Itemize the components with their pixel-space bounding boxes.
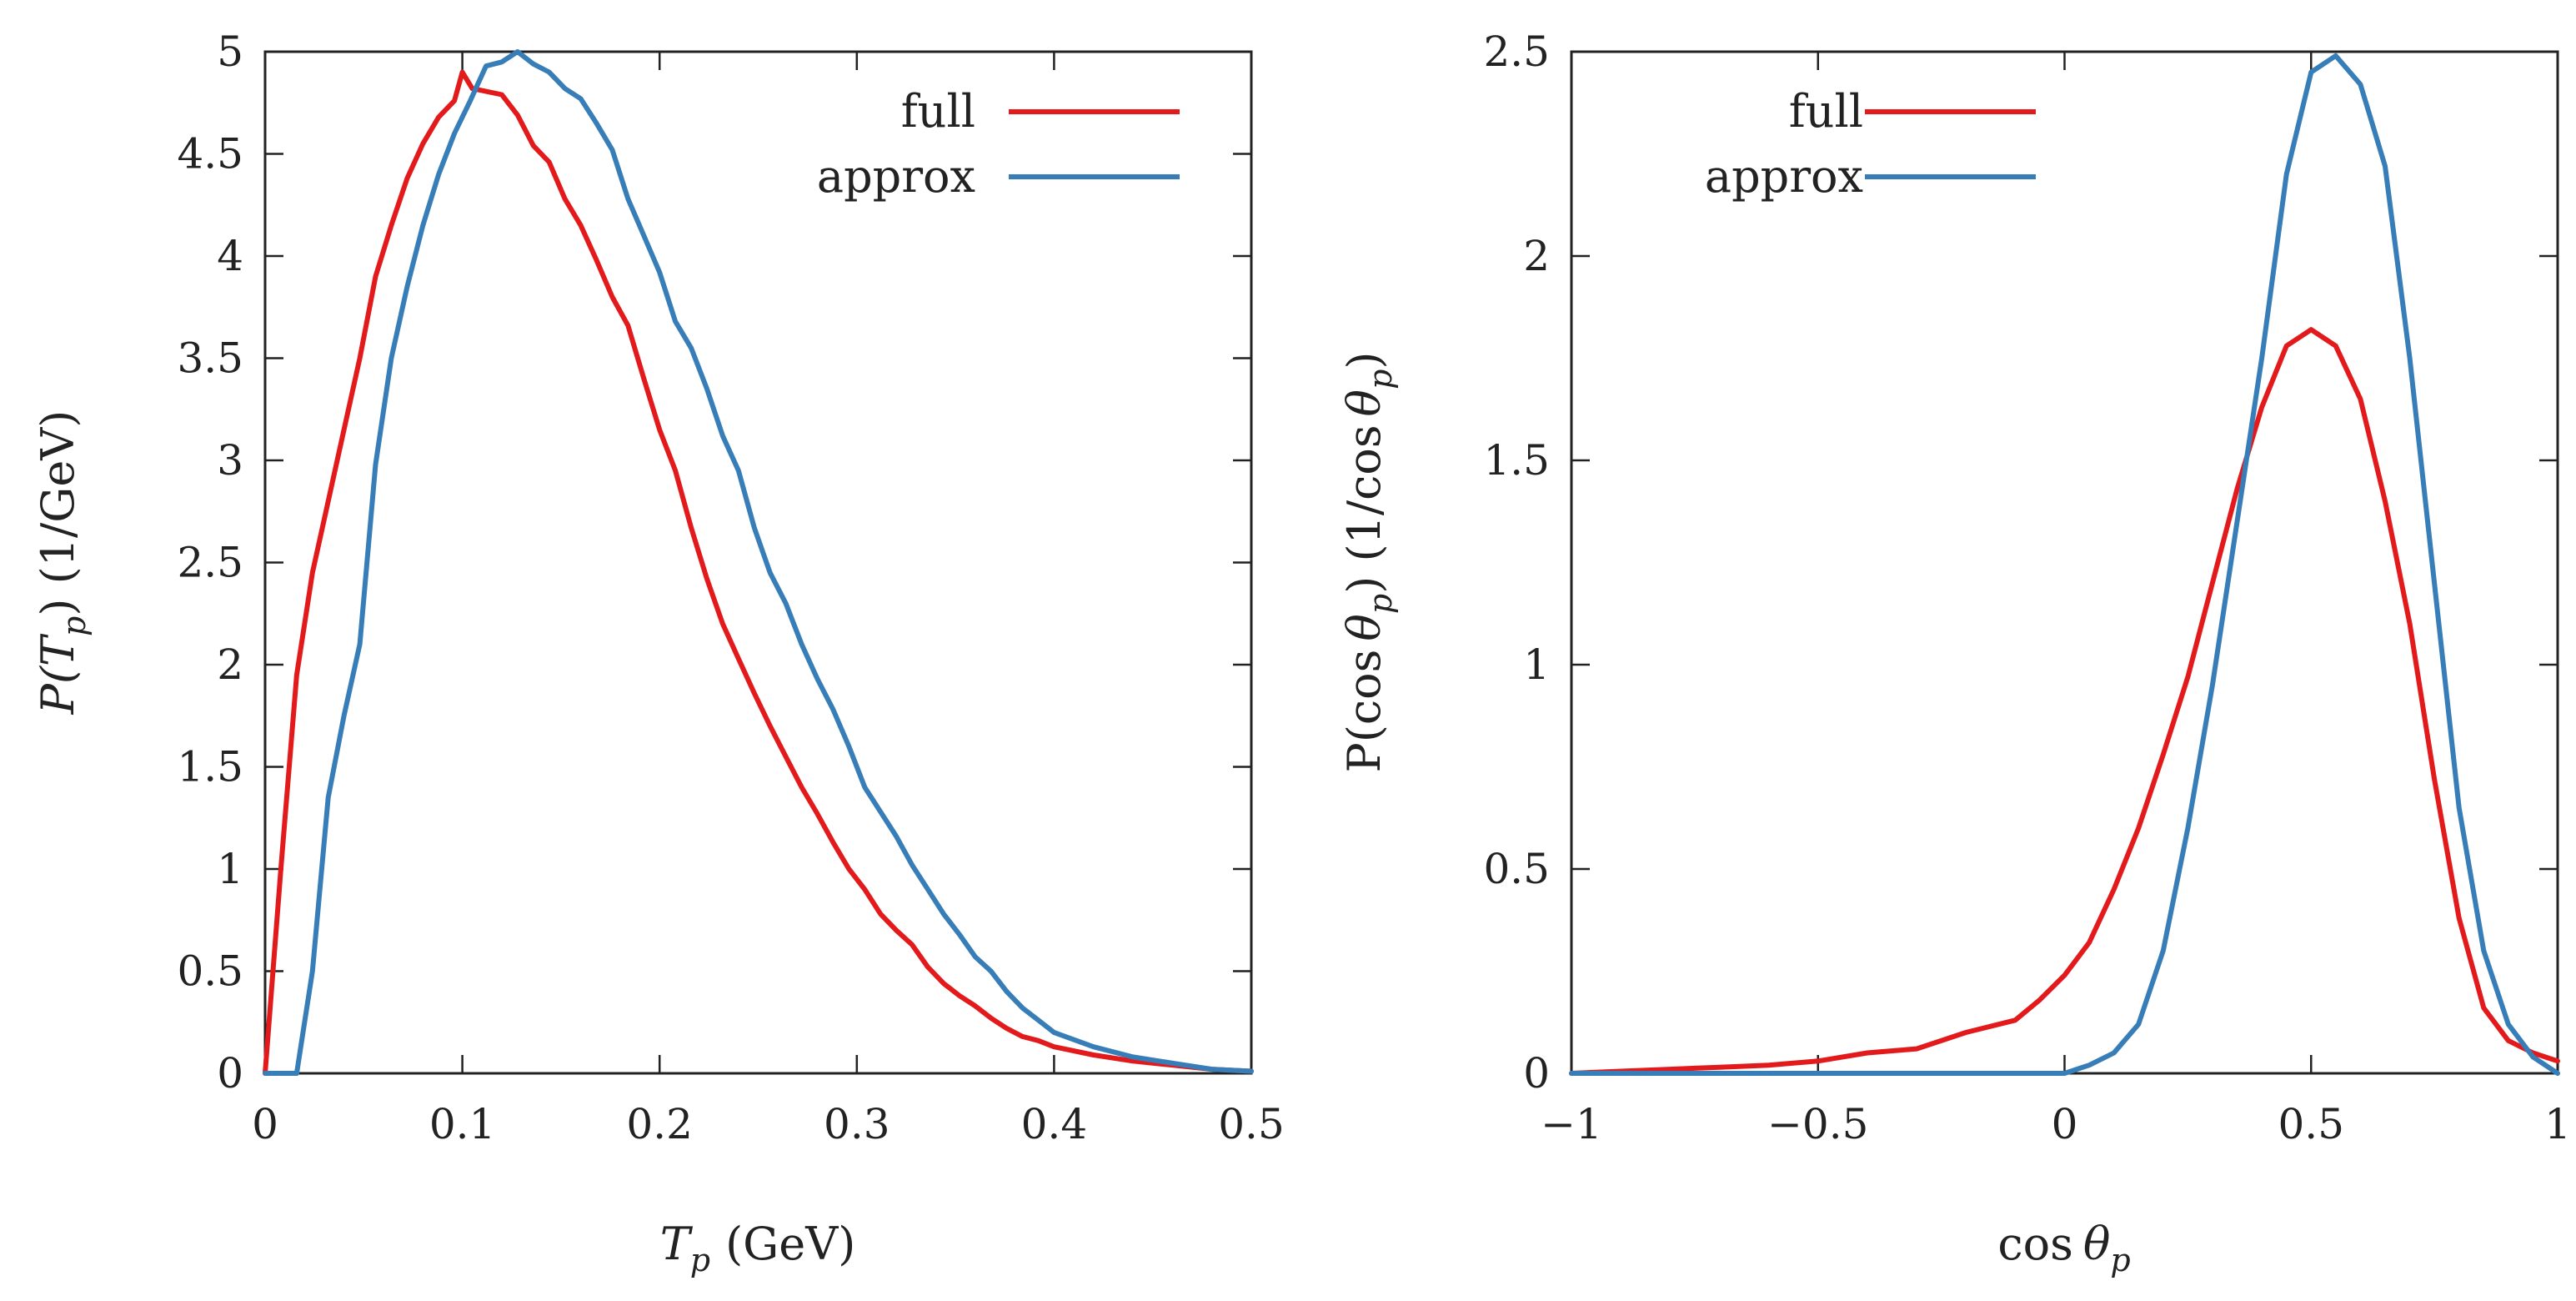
x-tick-label: 0.5: [1218, 1100, 1285, 1148]
plot-left: 0 0.1 0.2 0.3 0.4 0.5 0 0.5 1 1.5 2 2.5 3 3.5 4 4.5 5 fu…: [32, 28, 1285, 1278]
x-tick-label: 1: [2544, 1100, 2571, 1148]
plot-right-legend: full approx: [1705, 85, 2036, 203]
x-tick-label: 0: [252, 1100, 278, 1148]
x-tick-label: 0.4: [1021, 1100, 1088, 1148]
plot-left-legend: full approx: [817, 85, 1180, 203]
y-tick-label: 2: [1523, 232, 1550, 280]
plot-left-x-axis-var: T: [660, 1218, 694, 1270]
y-tick-label: 1.5: [1483, 436, 1550, 485]
series-line-full: [263, 69, 1254, 1076]
x-tick-label: −1: [1541, 1100, 1602, 1148]
legend-label-full: full: [1789, 85, 1863, 138]
legend-label-approx: approx: [817, 150, 975, 203]
plot-left-x-axis-units: (GeV): [725, 1218, 855, 1270]
plot-right-x-axis-var: θ: [2083, 1218, 2111, 1270]
x-tick-label: 0.5: [2278, 1100, 2344, 1148]
y-tick-label: 3: [217, 436, 243, 485]
y-tick-label: 1: [217, 845, 243, 893]
plot-right-x-axis-func: cos: [1997, 1218, 2072, 1270]
plot-left-x-axis-title: Tp (GeV): [660, 1218, 856, 1278]
y-tick-label: 0: [217, 1049, 243, 1098]
y-tick-label: 1: [1523, 640, 1550, 689]
y-tick-label: 4.5: [177, 130, 243, 178]
legend-label-full: full: [901, 85, 975, 138]
legend-label-approx: approx: [1705, 150, 1863, 203]
plot-left-y-axis-units: ) (1/GeV): [32, 410, 84, 616]
y-tick-label: 4: [217, 232, 243, 280]
y-tick-label: 2.5: [177, 539, 243, 587]
plot-right-y-axis-func: P(cos: [1338, 650, 1391, 773]
plot-right-y-axis-var: θ: [1338, 614, 1391, 641]
y-tick-label: 2: [217, 640, 243, 689]
plot-left-series: [263, 49, 1254, 1076]
y-tick-label: 0.5: [177, 947, 243, 996]
plot-right-ticks: −1 −0.5 0 0.5 1 0 0.5 1 1.5 2 2.5: [1483, 28, 2570, 1148]
plot-left-y-axis-sub: p: [56, 616, 93, 636]
series-line-approx: [1569, 53, 2560, 1076]
x-tick-label: 0.2: [626, 1100, 693, 1148]
plot-right-y-axis-title: P(cosθp) (1/cosθp): [1338, 352, 1399, 773]
y-tick-label: 3.5: [177, 334, 243, 383]
plot-right-y-axis-sub: p: [1362, 594, 1399, 614]
plot-right-y-axis-units-var: θ: [1338, 389, 1391, 417]
plot-left-x-axis-sub: p: [690, 1242, 710, 1278]
y-tick-label: 2.5: [1483, 28, 1550, 76]
series-line-approx: [263, 49, 1254, 1076]
y-tick-label: 0: [1523, 1049, 1550, 1098]
series-line-full: [1569, 327, 2560, 1076]
x-tick-label: 0: [2052, 1100, 2078, 1148]
plot-right-y-axis-units: ) (1/cos: [1338, 424, 1391, 593]
x-tick-label: 0.1: [429, 1100, 496, 1148]
plot-left-y-axis-func: P(T: [32, 633, 84, 715]
x-tick-label: −0.5: [1767, 1100, 1868, 1148]
plot-right-y-axis-units-sub: p: [1362, 369, 1399, 389]
y-tick-label: 1.5: [177, 743, 243, 791]
plot-right-x-axis-title: cos θp: [1997, 1218, 2130, 1278]
plot-left-ticks: 0 0.1 0.2 0.3 0.4 0.5 0 0.5 1 1.5 2 2.5 3 3.5 4 4.5 5: [177, 28, 1284, 1148]
y-tick-label: 5: [217, 28, 243, 76]
plot-right-y-axis-close: ): [1338, 352, 1391, 369]
y-tick-label: 0.5: [1483, 845, 1550, 893]
x-tick-label: 0.3: [824, 1100, 890, 1148]
plot-right-series: [1569, 53, 2560, 1076]
plot-left-y-axis-title: P(Tp) (1/GeV): [32, 410, 93, 716]
plot-right-x-axis-sub: p: [2110, 1242, 2130, 1278]
